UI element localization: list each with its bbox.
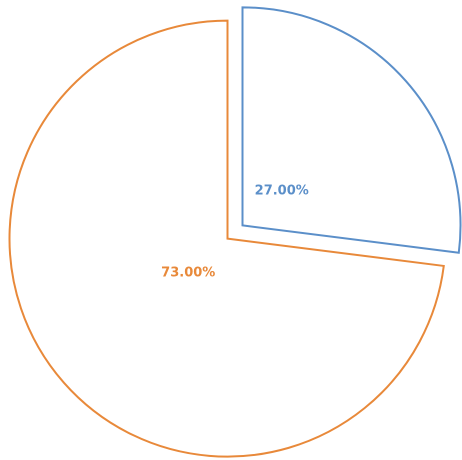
pie-slice [241,6,462,254]
slice-label: 73.00% [161,266,215,281]
slice-label: 27.00% [255,183,309,198]
pie-slice [8,19,445,458]
